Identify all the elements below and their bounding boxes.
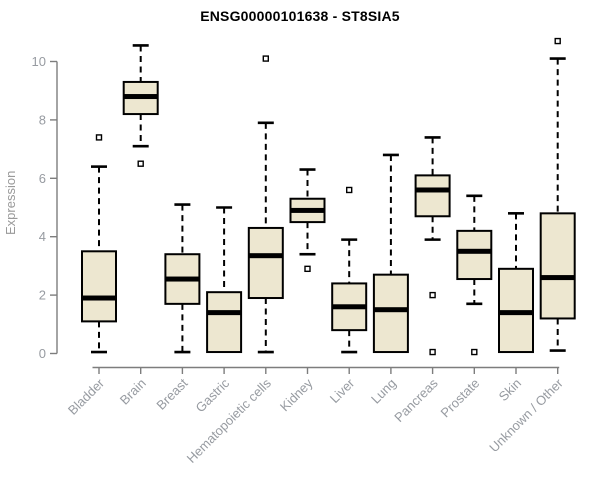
box-breast (164, 203, 201, 354)
box-skin (498, 212, 534, 354)
median-line (248, 253, 283, 259)
iqr-box (456, 229, 493, 281)
x-tick-label: Prostate (438, 376, 483, 421)
x-tick-label: Breast (153, 375, 190, 412)
outlier-point (304, 265, 311, 273)
x-tick-label: Bladder (65, 375, 108, 418)
x-tick-label: Kidney (277, 375, 316, 414)
median-line (457, 248, 492, 254)
box-unknown-other (539, 37, 576, 352)
median-line (290, 207, 325, 213)
x-tick-label: Brain (117, 376, 149, 408)
box-pancreas (414, 136, 451, 356)
box-kidney (289, 168, 326, 273)
y-tick-label: 0 (39, 346, 46, 361)
x-tick-label: Pancreas (391, 375, 441, 425)
iqr-box (414, 174, 451, 218)
outlier-point (95, 134, 103, 141)
median-line (123, 94, 158, 100)
median-line (373, 307, 408, 313)
x-tick-label: Liver (327, 375, 358, 406)
outlier-point (262, 55, 269, 62)
outlier-point (429, 348, 436, 356)
outlier-point (429, 291, 436, 299)
y-tick-label: 6 (39, 171, 46, 186)
chart-title: ENSG00000101638 - ST8SIA5 (200, 8, 400, 24)
iqr-box (247, 226, 284, 300)
iqr-box (81, 250, 117, 323)
outlier-point (137, 160, 144, 167)
outlier-point (471, 348, 478, 356)
box-bladder (81, 134, 117, 354)
outlier-point (346, 186, 353, 194)
iqr-box (372, 273, 409, 354)
median-line (82, 295, 116, 301)
box-brain (122, 44, 159, 167)
iqr-box (206, 291, 243, 354)
y-tick-label: 2 (39, 288, 46, 303)
x-tick-label: Skin (496, 376, 524, 404)
median-line (207, 310, 242, 316)
median-line (165, 276, 200, 282)
iqr-box (539, 212, 576, 320)
median-line (415, 187, 450, 193)
outlier-point (554, 37, 561, 45)
median-line (499, 310, 533, 316)
box-hematopoietic-cells (247, 55, 284, 354)
x-tick-label: Lung (368, 376, 399, 407)
median-line (332, 304, 367, 310)
box-prostate (456, 194, 493, 356)
x-tick-label: Gastric (193, 375, 233, 415)
box-gastric (206, 206, 243, 354)
y-tick-label: 10 (32, 54, 46, 69)
median-line (540, 275, 575, 281)
box-liver (331, 186, 368, 354)
y-tick-label: 8 (39, 112, 46, 127)
box-lung (372, 153, 409, 354)
y-tick-label: 4 (39, 229, 46, 244)
x-tick-label: Unknown / Other (486, 375, 566, 455)
